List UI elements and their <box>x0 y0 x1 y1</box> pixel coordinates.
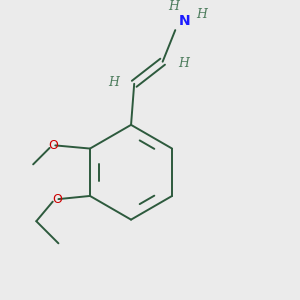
Text: H: H <box>197 8 208 21</box>
Text: O: O <box>52 193 62 206</box>
Text: H: H <box>168 0 179 13</box>
Text: O: O <box>49 139 58 152</box>
Text: H: H <box>108 76 119 89</box>
Text: N: N <box>179 14 190 28</box>
Text: H: H <box>178 57 189 70</box>
